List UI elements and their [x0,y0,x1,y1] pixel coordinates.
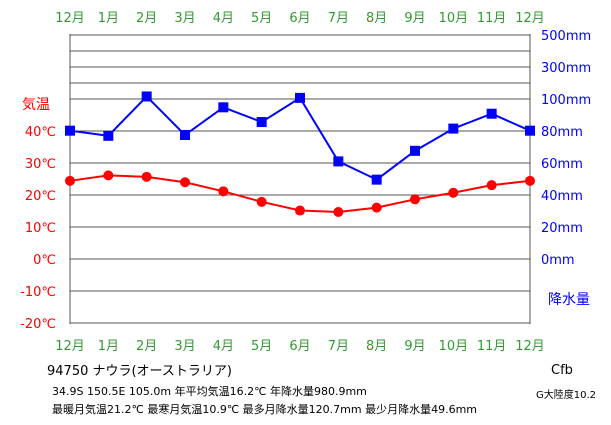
precipitation-tick-label: 40mm [541,189,583,204]
month-label-top: 3月 [174,11,195,26]
month-label-top: 12月 [55,11,85,26]
month-label-bottom: 6月 [289,339,310,354]
temperature-point [410,194,420,205]
precipitation-tick-label: 20mm [541,221,583,236]
month-label-bottom: 5月 [251,339,272,354]
precipitation-tick-label: 100mm [541,93,591,108]
month-label-bottom: 3月 [174,339,195,354]
precipitation-point [218,102,229,113]
precipitation-point [103,130,114,141]
precipitation-point [333,156,344,167]
month-label-top: 2月 [136,11,157,26]
month-label-bottom: 1月 [98,339,119,354]
temperature-point [218,186,229,197]
month-label-bottom: 11月 [477,339,507,354]
temperature-point [371,202,382,213]
month-label-top: 8月 [366,11,387,26]
month-label-top: 10月 [439,11,469,26]
precipitation-tick-label: 60mm [541,157,583,172]
month-label-top: 4月 [213,11,234,26]
month-label-top: 9月 [404,11,425,26]
temperature-point [295,205,305,216]
precipitation-tick-label: 500mm [541,29,591,44]
month-label-top: 11月 [477,11,507,26]
precipitation-axis-title: 降水量 [548,292,590,308]
temperature-point [333,206,344,217]
precipitation-point [180,130,190,140]
month-label-top: 1月 [98,11,119,26]
temperature-axis-title: 気温 [22,97,50,113]
precipitation-point [65,125,75,136]
month-label-top: 7月 [328,11,349,26]
temperature-tick-label: 40℃ [25,125,56,140]
temperature-point [525,175,535,186]
month-label-bottom: 2月 [136,339,157,354]
temperature-point [103,170,114,181]
month-label-bottom: 12月 [55,339,85,354]
temperature-point [448,187,459,198]
temperature-tick-label: 0℃ [33,253,56,268]
temperature-tick-label: 30℃ [25,157,56,172]
precipitation-point [371,174,382,185]
month-label-top: 12月 [515,11,545,26]
precipitation-tick-label: 0mm [541,253,575,268]
precipitation-point [525,125,535,136]
temperature-point [141,171,152,182]
month-label-top: 5月 [251,11,272,26]
month-label-bottom: 7月 [328,339,349,354]
precipitation-tick-label: 300mm [541,61,591,76]
temperature-tick-label: 10℃ [25,221,56,236]
temperature-point [180,177,190,188]
temperature-point [65,175,75,186]
precipitation-tick-label: 80mm [541,125,583,140]
temperature-point [486,180,497,191]
precipitation-point [141,91,152,102]
precipitation-point [486,108,497,119]
month-label-bottom: 10月 [439,339,469,354]
month-label-top: 6月 [289,11,310,26]
temperature-tick-label: 20℃ [25,189,56,204]
month-label-bottom: 4月 [213,339,234,354]
temperature-tick-label: -20℃ [20,317,56,332]
month-label-bottom: 9月 [404,339,425,354]
month-label-bottom: 8月 [366,339,387,354]
temperature-point [256,196,267,207]
precipitation-point [448,123,459,134]
month-label-bottom: 12月 [515,339,545,354]
precipitation-point [256,117,267,128]
precipitation-point [410,145,420,156]
precipitation-point [295,92,305,103]
temperature-tick-label: -10℃ [20,285,56,300]
